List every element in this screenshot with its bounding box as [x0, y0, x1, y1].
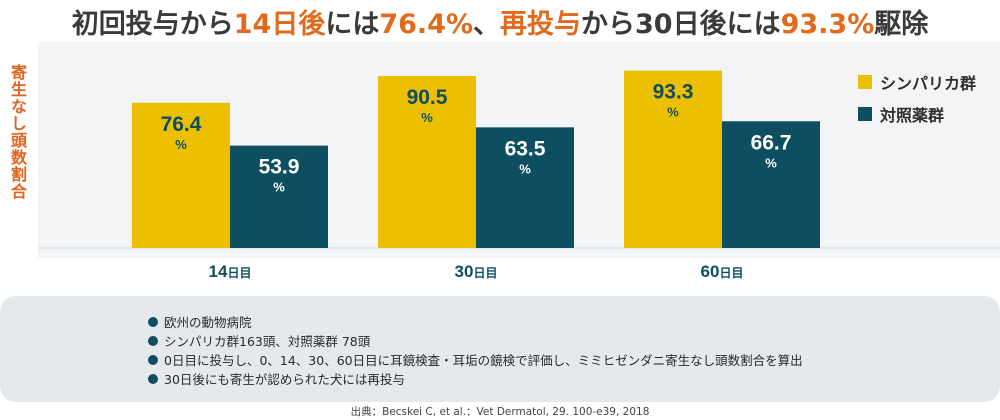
bullet-icon: [148, 335, 158, 346]
headline-part9: 駆除: [874, 9, 929, 40]
headline-part2: 14日後: [233, 9, 326, 40]
bullet-icon: [148, 373, 158, 384]
list-item: 0日目に投与し、0、14、30、60日目に耳鏡検査・耳垢の鏡検で評価し、ミミヒゼ…: [148, 350, 803, 369]
headline: 初回投与から14日後には76.4%、再投与から30日後には93.3%駆除: [0, 2, 1000, 41]
bar-simparica-60: [624, 70, 722, 248]
bar-value-label: 93.3: [653, 81, 694, 104]
legend-item-control: 対照薬群: [858, 98, 976, 130]
note-text: 30日後にも寄生が認められた犬には再投与: [164, 372, 405, 387]
bullet-icon: [148, 316, 158, 327]
x-tick-label: 60日目: [701, 262, 744, 281]
bar-control-30: [476, 127, 574, 248]
bar-simparica-30: [378, 76, 476, 248]
bar-value-unit: %: [519, 161, 531, 176]
source-citation: 出典：Becskei C, et al.：Vet Dermatol, 29. 1…: [350, 406, 650, 418]
headline-part8: 93.3%: [780, 9, 875, 40]
note-text: シンパリカ群163頭、対照薬群 78頭: [164, 334, 371, 349]
list-item: 30日後にも寄生が認められた犬には再投与: [148, 369, 803, 388]
headline-part4: 76.4%: [379, 9, 473, 40]
study-notes-panel: 欧州の動物病院 シンパリカ群163頭、対照薬群 78頭 0日目に投与し、0、14…: [0, 296, 1000, 402]
bar-value-label: 76.4: [161, 113, 202, 136]
legend-item-simparica: シンパリカ群: [858, 66, 976, 98]
bullet-icon: [148, 354, 158, 365]
bar-value-unit: %: [175, 137, 187, 152]
study-notes-list: 欧州の動物病院 シンパリカ群163頭、対照薬群 78頭 0日目に投与し、0、14…: [148, 312, 803, 388]
x-tick-label: 30日目: [455, 262, 498, 281]
legend: シンパリカ群 対照薬群: [858, 66, 976, 130]
headline-part7: から30日後には: [581, 9, 781, 40]
x-tick-label: 14日目: [209, 262, 252, 281]
headline-part1: 初回投与から: [71, 9, 234, 40]
headline-part6: 再投与: [500, 9, 581, 40]
legend-label-control: 対照薬群: [880, 106, 945, 125]
bar-chart: 76.4%53.9%14日目90.5%63.5%30日目93.3%66.7%60…: [38, 70, 1000, 281]
legend-label-simparica: シンパリカ群: [880, 74, 977, 93]
bar-value-unit: %: [273, 180, 285, 195]
legend-swatch-control: [858, 107, 872, 121]
list-item: 欧州の動物病院: [148, 312, 803, 331]
bar-value-label: 63.5: [505, 137, 546, 160]
note-text: 0日目に投与し、0、14、30、60日目に耳鏡検査・耳垢の鏡検で評価し、ミミヒゼ…: [164, 353, 803, 368]
bar-value-unit: %: [667, 105, 679, 120]
bar-value-label: 90.5: [407, 86, 448, 109]
bar-simparica-14: [132, 102, 230, 248]
bar-value-label: 53.9: [259, 156, 300, 179]
bar-control-60: [722, 121, 820, 248]
headline-part5: 、: [473, 9, 500, 40]
bar-value-label: 66.7: [751, 131, 792, 154]
bar-value-unit: %: [421, 110, 433, 125]
list-item: シンパリカ群163頭、対照薬群 78頭: [148, 331, 803, 350]
headline-part3: には: [325, 9, 380, 40]
bars-layer: 76.4%53.9%14日目90.5%63.5%30日目93.3%66.7%60…: [132, 70, 820, 281]
note-text: 欧州の動物病院: [164, 315, 252, 330]
legend-swatch-simparica: [858, 75, 872, 89]
bar-value-unit: %: [765, 155, 777, 170]
bar-control-14: [230, 145, 328, 248]
y-axis-label: 寄生なし頭数割合: [8, 64, 27, 200]
